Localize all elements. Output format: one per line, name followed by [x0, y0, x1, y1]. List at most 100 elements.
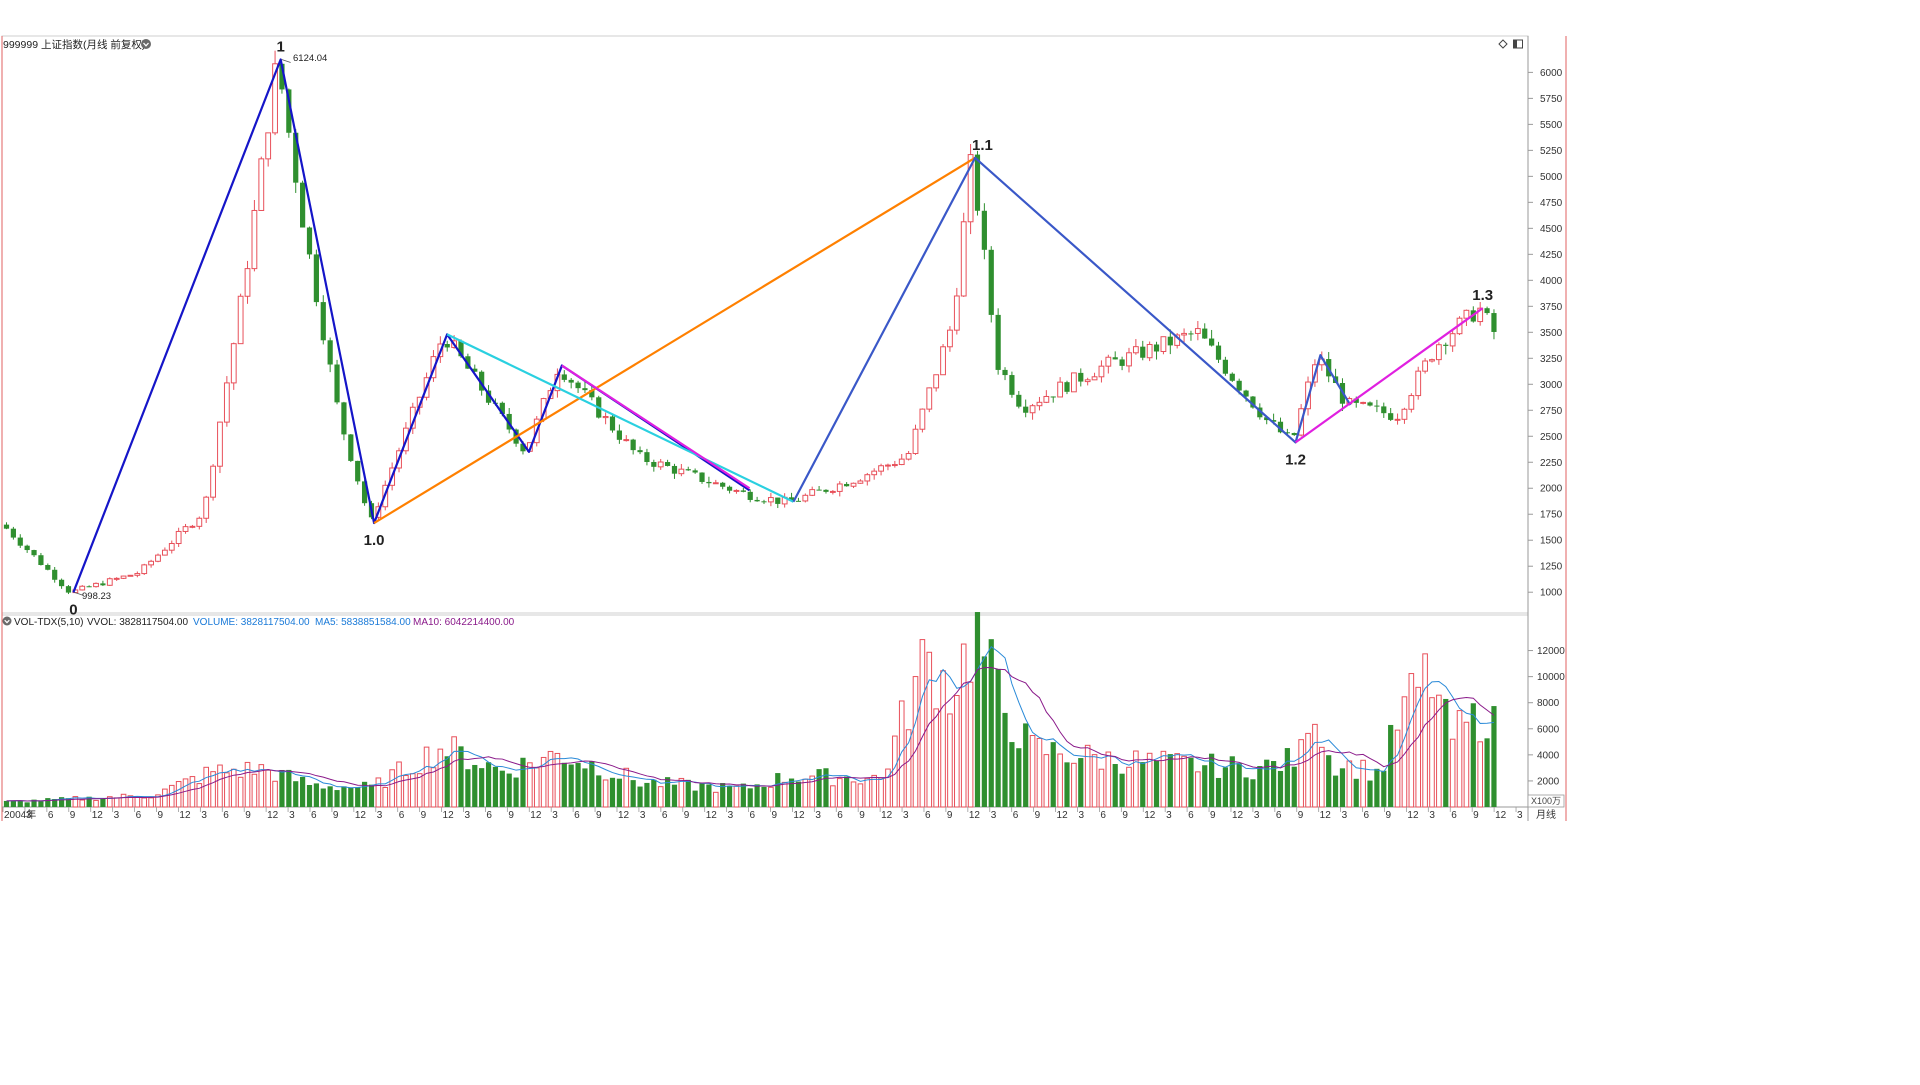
- x-axis-label: 9: [1473, 810, 1479, 821]
- x-axis-label: 9: [596, 810, 602, 821]
- volume-bar-down: [1188, 757, 1194, 807]
- volume-legend-vvol: VVOL: 3828117504.00: [87, 617, 188, 628]
- candle-body-down: [816, 489, 822, 491]
- candle-body-down: [685, 469, 691, 471]
- volume-bar-up: [1160, 750, 1167, 808]
- volume-bar-up: [1043, 754, 1050, 808]
- volume-bar-up: [1449, 738, 1456, 808]
- candle-body-down: [1202, 328, 1208, 339]
- volume-axis-label: 6000: [1537, 724, 1560, 735]
- volume-axis-label: 4000: [1537, 750, 1560, 761]
- panel-toggle-icon[interactable]: [1513, 39, 1523, 49]
- volume-bar-down: [279, 769, 285, 807]
- x-axis-label: 12: [969, 810, 981, 821]
- volume-bar-down: [1367, 780, 1373, 807]
- candle-body-down: [1064, 382, 1070, 392]
- x-axis-label: 12: [1057, 810, 1069, 821]
- x-axis-label: 12: [1495, 810, 1507, 821]
- volume-bar-up: [657, 786, 664, 808]
- volume-bar-down: [589, 761, 595, 807]
- volume-bar-down: [31, 799, 37, 807]
- x-axis-label: 3: [1429, 810, 1435, 821]
- volume-bar-up: [905, 729, 912, 808]
- volume-bar-down: [981, 656, 987, 807]
- candle-body-down: [100, 583, 106, 586]
- candle-body-down: [1023, 406, 1029, 413]
- candle-body-up: [1429, 359, 1435, 362]
- x-axis-label: 9: [947, 810, 953, 821]
- candle-body-down: [644, 452, 650, 462]
- volume-legend-dropdown-icon[interactable]: [2, 616, 12, 626]
- low-price-label: 998.23: [82, 591, 111, 602]
- title-dropdown-icon[interactable]: [141, 39, 151, 49]
- volume-bar-up: [623, 767, 630, 808]
- volume-bar-up: [947, 713, 953, 808]
- candle-body-down: [334, 364, 340, 403]
- x-axis-label: 9: [1210, 810, 1216, 821]
- volume-bar-up: [1071, 762, 1077, 808]
- price-axis-label: 2500: [1540, 432, 1563, 443]
- wave-label: 1.3: [1472, 287, 1493, 304]
- candle-body-up: [802, 494, 809, 502]
- candle-body-down: [1222, 359, 1228, 374]
- x-axis-label: 6: [925, 810, 931, 821]
- candle-body-down: [86, 586, 92, 588]
- volume-bar-down: [58, 797, 65, 807]
- wave-label: 1: [276, 38, 284, 55]
- x-axis-label: 12: [355, 810, 367, 821]
- volume-bar-up: [175, 781, 182, 808]
- volume-bar-up: [967, 681, 974, 808]
- candle-body-down: [568, 379, 574, 383]
- volume-bar-down: [788, 778, 795, 807]
- volume-bar-down: [499, 770, 505, 807]
- candle-body-down: [671, 465, 678, 474]
- moving-average-lines: [6, 646, 1495, 802]
- volume-bar-down: [1291, 766, 1297, 807]
- volume-bar-up: [1422, 653, 1428, 808]
- candle-body-down: [10, 528, 16, 538]
- candle-body-down: [3, 524, 10, 529]
- x-axis-label: 12: [1320, 810, 1332, 821]
- volume-axis-label: 2000: [1537, 776, 1560, 787]
- candle-body-up: [657, 461, 664, 468]
- volume-bar-up: [375, 777, 382, 808]
- candle-body-up: [960, 221, 967, 297]
- wave-line: [373, 156, 976, 525]
- volume-bar-up: [1057, 753, 1063, 808]
- candle-body-up: [1435, 344, 1442, 361]
- price-axis-label: 1000: [1540, 588, 1563, 599]
- candle-body-down: [17, 537, 23, 546]
- volume-bar-up: [148, 797, 154, 808]
- candle-body-down: [664, 462, 671, 466]
- volume-bar-up: [733, 785, 740, 808]
- candle-body-up: [602, 416, 609, 419]
- price-axis-label: 1250: [1540, 562, 1563, 573]
- diamond-icon[interactable]: [1498, 39, 1508, 49]
- price-axis-label: 1500: [1540, 536, 1563, 547]
- price-axis-label: 5000: [1540, 172, 1563, 183]
- candle-body-up: [182, 526, 189, 532]
- candle-body-down: [485, 390, 492, 403]
- volume-bar-up: [850, 781, 857, 808]
- volume-bar-up: [781, 781, 788, 808]
- volume-bar-down: [1050, 742, 1056, 807]
- volume-bar-down: [1374, 768, 1380, 807]
- candle-body-down: [844, 483, 850, 487]
- volume-bar-up: [113, 797, 120, 808]
- volume-bar-down: [1284, 748, 1290, 807]
- candle-body-up: [1449, 333, 1456, 347]
- candle-body-up: [79, 585, 86, 591]
- x-axis-label: 3: [1342, 810, 1348, 821]
- volume-bar-up: [141, 797, 148, 808]
- volume-bar-up: [430, 767, 437, 808]
- x-axis-label: 3: [26, 810, 32, 821]
- candle-body-down: [630, 439, 636, 451]
- volume-bar-down: [1202, 765, 1208, 807]
- volume-bar-down: [348, 787, 354, 807]
- x-axis-label: 9: [508, 810, 514, 821]
- volume-bar-down: [596, 775, 602, 807]
- candle-body-up: [1036, 401, 1043, 407]
- volume-bar-down: [1250, 779, 1256, 807]
